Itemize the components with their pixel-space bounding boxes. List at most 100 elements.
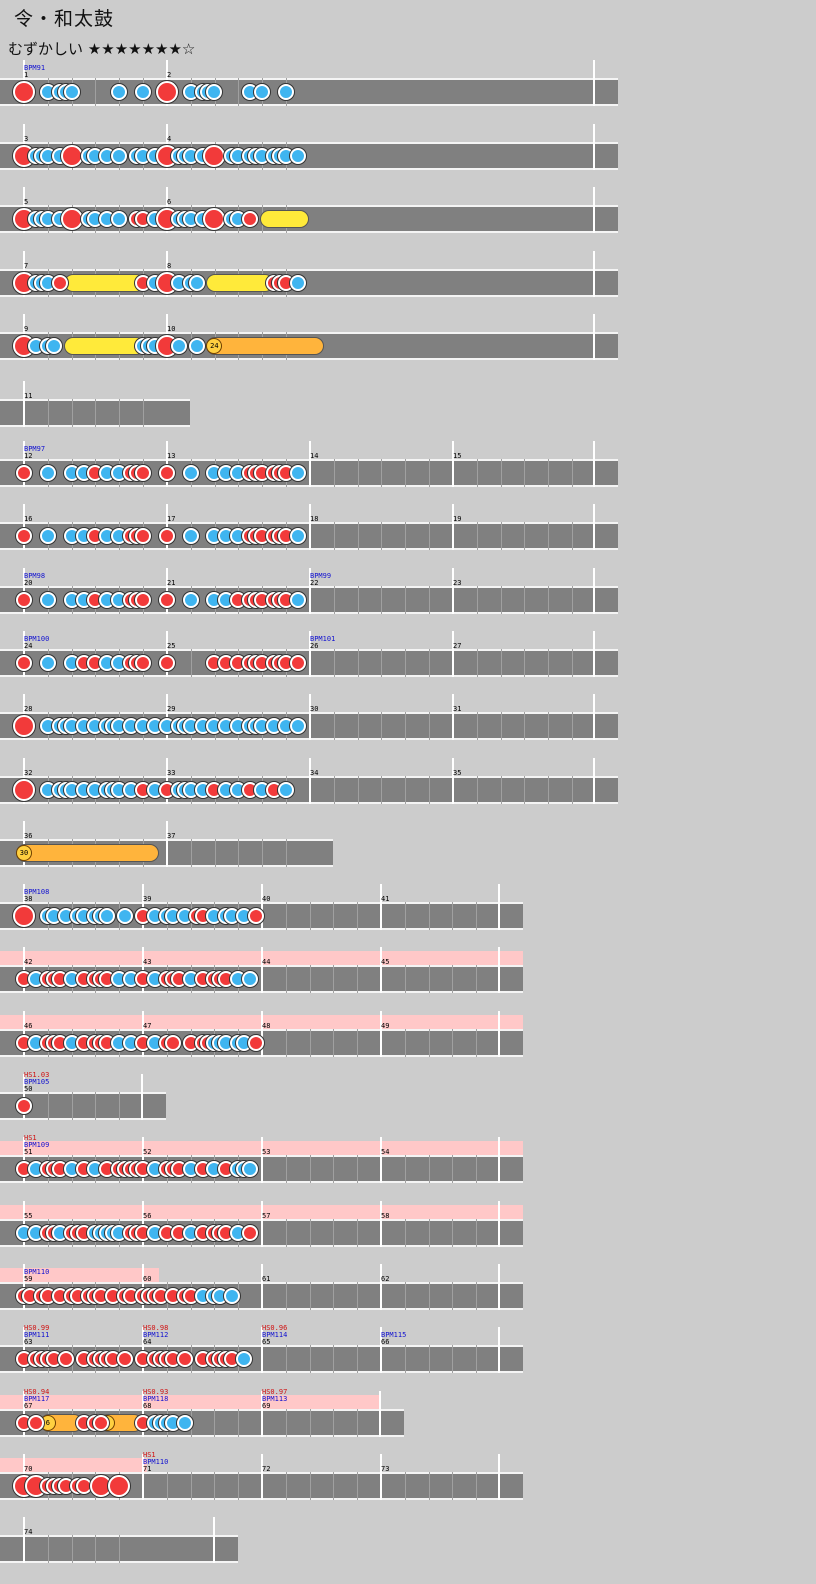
measure-number: 63 — [24, 1338, 33, 1347]
don-note — [16, 465, 32, 481]
balloon-count: 24 — [206, 338, 223, 354]
beat-line — [214, 1408, 216, 1437]
don-note — [158, 528, 175, 545]
ka-note — [45, 338, 62, 354]
star-rating: ★★★★★★★☆ — [87, 40, 196, 58]
beat-line — [404, 1155, 406, 1184]
scroll-speed-marker: HS0.94 — [24, 1387, 50, 1396]
measure-line — [23, 1517, 25, 1564]
measure-line — [380, 1137, 382, 1184]
chart-row: 32 33 34 35 — [0, 757, 618, 804]
ka-note — [182, 465, 199, 481]
beat-line — [309, 1218, 311, 1247]
beat-line — [524, 522, 526, 551]
don-note — [164, 1034, 181, 1051]
measure-number: 7 — [24, 261, 29, 270]
don-note — [16, 591, 32, 608]
measure-number: 30 — [310, 705, 319, 714]
measure-number: 66 — [381, 1338, 390, 1347]
measure-number: 61 — [262, 1274, 271, 1283]
measure-number: 60 — [143, 1274, 152, 1283]
don-note — [176, 1351, 193, 1368]
balloon-count: 6 — [39, 1414, 56, 1431]
beat-line — [238, 1408, 240, 1437]
ka-note — [289, 147, 306, 164]
beat-line — [357, 459, 359, 487]
measure-line — [380, 1453, 382, 1500]
beat-line — [333, 1028, 335, 1057]
measure-line — [166, 567, 168, 614]
beat-line — [476, 1345, 478, 1374]
measure-line — [593, 504, 595, 551]
measure-number: 32 — [24, 768, 33, 777]
measure-line — [142, 1010, 144, 1057]
beat-line — [452, 1345, 454, 1374]
measure-number: 35 — [453, 768, 462, 777]
bpm-marker: BPM113 — [262, 1394, 288, 1403]
beat-line — [404, 1471, 406, 1500]
beat-line — [404, 1345, 406, 1374]
measure-number: 58 — [381, 1211, 390, 1220]
note-lane — [0, 399, 190, 427]
beat-line — [452, 902, 454, 931]
measure-line — [23, 441, 25, 487]
measure-line — [261, 884, 263, 931]
measure-line — [23, 1010, 25, 1057]
beat-line — [405, 648, 407, 677]
measure-number: 55 — [24, 1211, 33, 1220]
measure-number: 59 — [24, 1274, 33, 1283]
beat-line — [357, 712, 359, 741]
measure-number: 41 — [381, 895, 390, 904]
beat-line — [333, 1281, 335, 1310]
chart-row: 59 BPM110 60 61 62 — [0, 1263, 523, 1310]
measure-number: 64 — [143, 1338, 152, 1347]
don-note — [16, 528, 32, 545]
scroll-speed-marker: HS0.96 — [262, 1324, 288, 1333]
beat-line — [428, 1155, 430, 1184]
measure-number: 54 — [381, 1148, 390, 1157]
beat-line — [357, 1155, 359, 1184]
scroll-speed-marker: HS1 — [143, 1450, 156, 1459]
measure-line — [213, 1517, 215, 1564]
don-note — [242, 211, 259, 227]
beat-line — [429, 648, 430, 677]
measure-line — [23, 1200, 25, 1247]
scroll-speed-marker: HS1 — [24, 1134, 37, 1143]
ka-note — [289, 465, 306, 481]
measure-number: 26 — [310, 641, 319, 650]
measure-number: 20 — [24, 578, 33, 587]
measure-number: 22 — [310, 578, 319, 587]
ka-note — [188, 274, 205, 291]
beat-line — [119, 1535, 121, 1564]
gogo-highlight — [0, 1267, 159, 1285]
measure-number: 43 — [143, 958, 152, 967]
beat-line — [429, 712, 430, 741]
drumroll — [206, 273, 274, 292]
measure-number: 57 — [262, 1211, 271, 1220]
don-note — [135, 528, 151, 545]
measure-line — [141, 1074, 143, 1120]
chart-row: 74 — [0, 1517, 238, 1564]
measure-number: 21 — [167, 578, 176, 587]
don-note — [158, 465, 175, 481]
beat-line — [333, 1471, 335, 1500]
measure-line — [261, 1137, 263, 1184]
bpm-marker: BPM112 — [143, 1331, 169, 1340]
beat-line — [285, 1218, 287, 1247]
beat-line — [357, 965, 359, 994]
beat-line — [309, 1471, 311, 1500]
don-note — [51, 274, 68, 291]
measure-number: 44 — [262, 958, 271, 967]
measure-line — [261, 1263, 263, 1310]
measure-number: 14 — [310, 452, 319, 460]
measure-number: 18 — [310, 515, 319, 524]
measure-line — [166, 757, 168, 804]
measure-line — [309, 504, 311, 551]
measure-line — [593, 757, 595, 804]
beat-line — [357, 585, 359, 614]
don-note — [158, 591, 175, 608]
beat-line — [476, 522, 478, 551]
measure-line — [23, 504, 25, 551]
